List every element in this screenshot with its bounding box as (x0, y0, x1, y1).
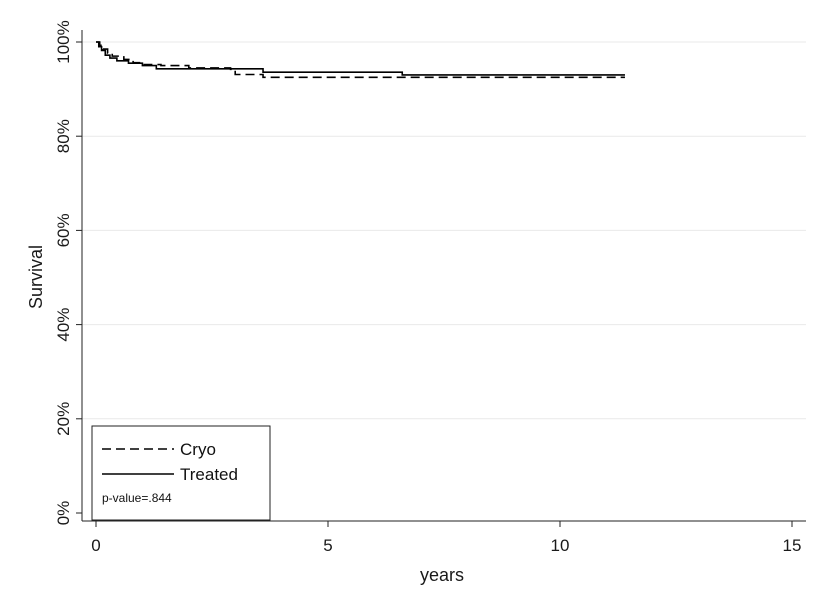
y-tick-label: 80% (54, 119, 73, 153)
y-tick-label: 40% (54, 308, 73, 342)
series-line-treated (96, 41, 625, 76)
x-tick-label: 0 (91, 536, 100, 555)
x-axis-title: years (420, 565, 464, 585)
y-tick-label: 60% (54, 213, 73, 247)
y-tick-label: 100% (54, 20, 73, 63)
legend: Cryo Treated p-value=.844 (91, 425, 271, 521)
axes: 0% 20% 40% 60% 80% 100% 0 5 10 15 (54, 20, 806, 555)
legend-label-cryo: Cryo (180, 440, 216, 459)
y-tick-label: 20% (54, 402, 73, 436)
series-lines (96, 41, 625, 79)
x-tick-label: 15 (783, 536, 802, 555)
x-tick-label: 10 (551, 536, 570, 555)
legend-box (91, 425, 271, 521)
gridlines (82, 41, 806, 420)
y-tick-label: 0% (54, 501, 73, 526)
legend-label-treated: Treated (180, 465, 238, 484)
x-tick-label: 5 (323, 536, 332, 555)
y-axis-title: Survival (26, 245, 46, 309)
p-value-annotation: p-value=.844 (102, 491, 172, 505)
